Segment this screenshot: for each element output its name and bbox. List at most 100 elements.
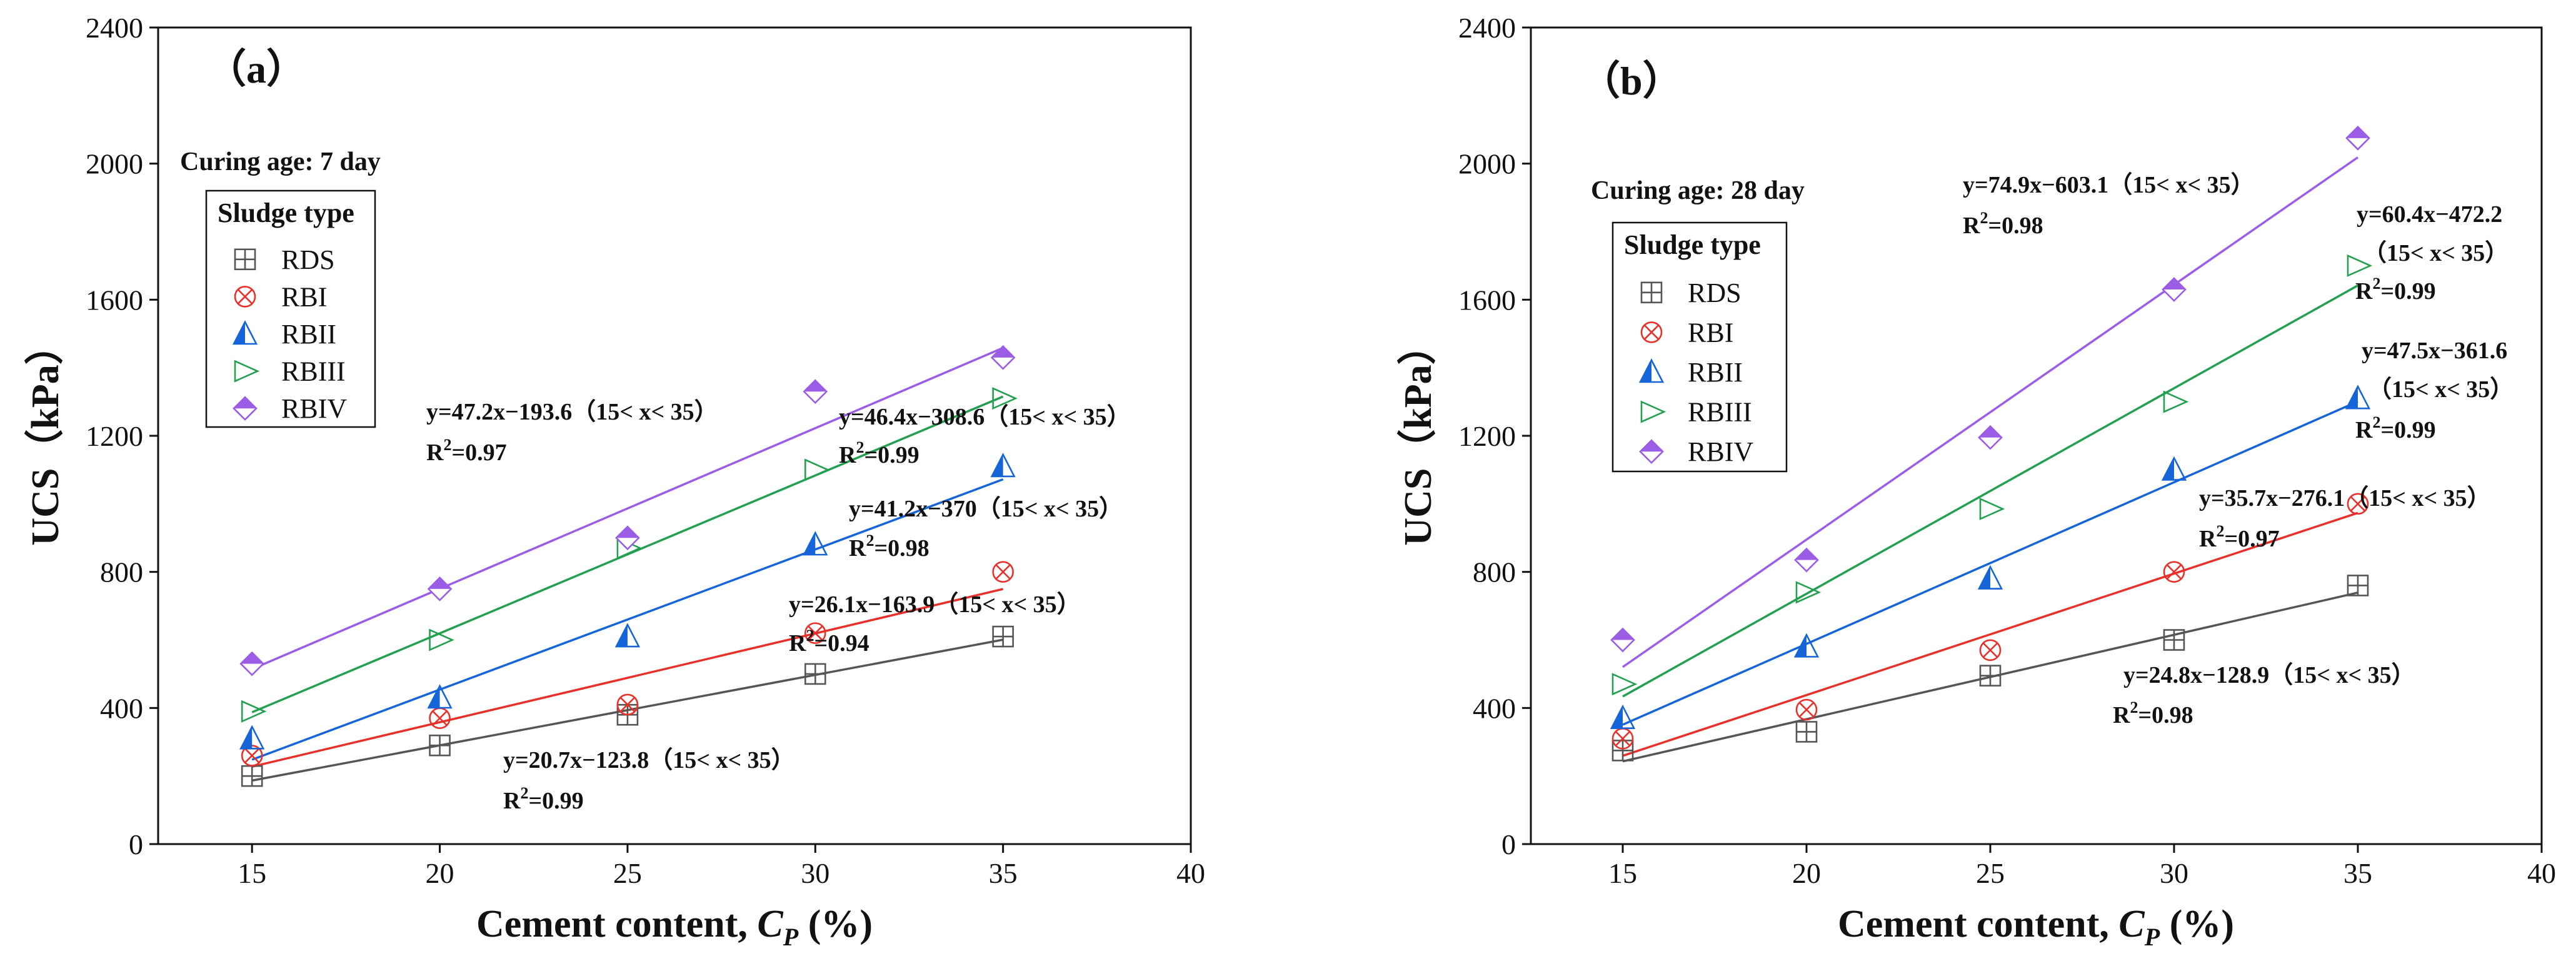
data-point-rbiii [1795, 581, 1822, 604]
legend-title: Sludge type [218, 198, 354, 228]
legend-marker-rbi [1640, 321, 1663, 343]
data-point-rbii-fill [1611, 706, 1623, 728]
y-tick-label: 400 [100, 692, 143, 724]
x-tick-label: 25 [613, 857, 642, 889]
y-tick-label: 400 [1473, 692, 1516, 724]
fit-line-rbii [251, 478, 1004, 761]
x-tick-label: 30 [2160, 857, 2188, 889]
data-point-rbi-b [1615, 731, 1631, 747]
data-point-rbii-fill [804, 533, 816, 555]
data-point-rbiv-fill [1611, 628, 1634, 640]
fit-line-rbiv [1622, 156, 2358, 668]
data-point-rbii-fill [991, 454, 1003, 476]
x-tick-label: 20 [1792, 857, 1821, 889]
legend-label-rbii: RBII [281, 319, 336, 350]
panel-label: （a） [206, 47, 306, 91]
equation-rbiv: y=47.2x−193.6（15< x< 35） [426, 399, 718, 425]
legend-label-rbiv: RBIV [1688, 436, 1753, 467]
legend-label-rbiii: RBIII [1688, 397, 1752, 428]
legend-label-rbii: RBII [1688, 357, 1743, 388]
legend-label-rds: RDS [281, 244, 335, 275]
r-squared-rbii: R2=0.98 [849, 531, 930, 561]
data-point-rbi-b [2166, 564, 2182, 580]
y-tick-label: 0 [129, 828, 143, 860]
data-point-rbiii [1979, 497, 2005, 520]
legend-marker-rbiii [234, 360, 260, 383]
equation-range-rbiii: （15< x< 35） [2363, 240, 2508, 266]
curing-age-label: Curing age: 7 day [180, 148, 381, 176]
data-point-rbi-b [995, 564, 1011, 580]
legend: Sludge type RDS RBI RBII RBIII RBIV [1611, 221, 1788, 473]
data-point-rbiii [429, 628, 454, 652]
legend-marker-rbiv-fill [234, 397, 256, 409]
data-point-rbi [1979, 639, 2002, 662]
x-tick-label: 15 [1608, 857, 1637, 889]
data-point-rbi [2163, 561, 2185, 583]
data-point-rbi-b [1798, 702, 1815, 718]
fit-line-rbi [251, 588, 1004, 768]
data-point-rbi [804, 622, 826, 644]
y-tick-label: 800 [100, 556, 143, 588]
data-point-rbiii [992, 387, 1018, 410]
legend-box [205, 189, 376, 428]
legend-marker-rbiii [1640, 400, 1666, 423]
y-tick-label: 0 [1501, 828, 1516, 860]
data-point-rbi [2347, 493, 2369, 515]
data-point-rbiv-fill [428, 577, 451, 589]
r-squared-rbiii: R2=0.99 [839, 438, 920, 468]
data-point-rbi [616, 693, 639, 716]
legend-title: Sludge type [1624, 229, 1761, 260]
x-tick-label: 35 [989, 857, 1018, 889]
data-point-rbi [992, 561, 1014, 583]
data-point-rbiii [2347, 254, 2373, 277]
legend-marker-rbii-fill [1640, 360, 1651, 382]
equation-rbi: y=35.7x−276.1（15< x< 35） [2199, 485, 2491, 511]
data-point-rbi-b [244, 748, 260, 763]
r-squared-rds: R2=0.98 [2113, 698, 2193, 728]
legend-marker-rbi [234, 286, 256, 308]
x-tick-label: 35 [2343, 857, 2372, 889]
x-tick-label: 15 [238, 857, 266, 889]
legend: Sludge type RDS RBI RBII RBIII RBIV [205, 189, 376, 428]
equation-rbi: y=26.1x−163.9（15< x< 35） [789, 591, 1081, 618]
data-point-rbiii [1611, 673, 1638, 696]
r-squared-rbi: R2=0.97 [2199, 522, 2280, 552]
legend-label-rbi: RBI [1688, 317, 1733, 348]
x-tick-label: 40 [2527, 857, 2556, 889]
r-squared-rbi: R2=0.94 [789, 626, 870, 657]
chart-panel-b: 15 20 25 30 35 4004008001200160020002400Cemen… [1396, 12, 2556, 951]
legend-marker-rbi-b [237, 289, 253, 304]
x-tick-label: 20 [426, 857, 454, 889]
equation-rbii: y=47.5x−361.6 [2362, 338, 2507, 364]
equation-rds: y=24.8x−128.9（15< x< 35） [2123, 662, 2415, 688]
data-point-rbii-fill [428, 686, 440, 708]
y-tick-label: 2000 [86, 148, 143, 180]
data-point-rbiv-fill [2163, 278, 2185, 290]
data-point-rbiii [241, 700, 267, 723]
equation-rbii: y=41.2x−370（15< x< 35） [849, 496, 1123, 522]
y-tick-label: 1200 [1458, 420, 1516, 452]
data-point-rbiv-fill [1795, 548, 1818, 560]
r-squared-rbii: R2=0.99 [2355, 413, 2436, 443]
legend-marker-rbii-fill [234, 322, 245, 344]
r-squared-rbiv: R2=0.98 [1963, 209, 2043, 239]
chart-panel-a: 15 20 25 30 35 4004008001200160020002400Cemen… [23, 12, 1205, 951]
data-point-rbii-fill [616, 625, 628, 647]
data-point-rbii-fill [2163, 458, 2174, 480]
data-point-rbi-b [2350, 496, 2366, 511]
x-tick-label: 40 [1176, 857, 1205, 889]
legend-marker-rbi-b [1643, 325, 1660, 340]
y-tick-label: 1600 [86, 284, 143, 316]
y-tick-label: 2400 [1458, 12, 1516, 44]
data-point-rbiv-fill [241, 652, 264, 664]
data-point-rbii-fill [1795, 635, 1807, 657]
data-point-rbi-b [619, 697, 636, 713]
fit-line-rbi [1622, 511, 2358, 757]
x-axis-title: Cement content, CP (%) [1838, 903, 2234, 951]
equation-rbiii: y=46.4x−308.6（15< x< 35） [839, 404, 1131, 430]
r-squared-rds: R2=0.99 [503, 784, 584, 814]
data-point-rbi-b [432, 710, 448, 726]
data-point-rbiv-fill [616, 526, 639, 538]
legend-label-rbiii: RBIII [281, 356, 346, 387]
